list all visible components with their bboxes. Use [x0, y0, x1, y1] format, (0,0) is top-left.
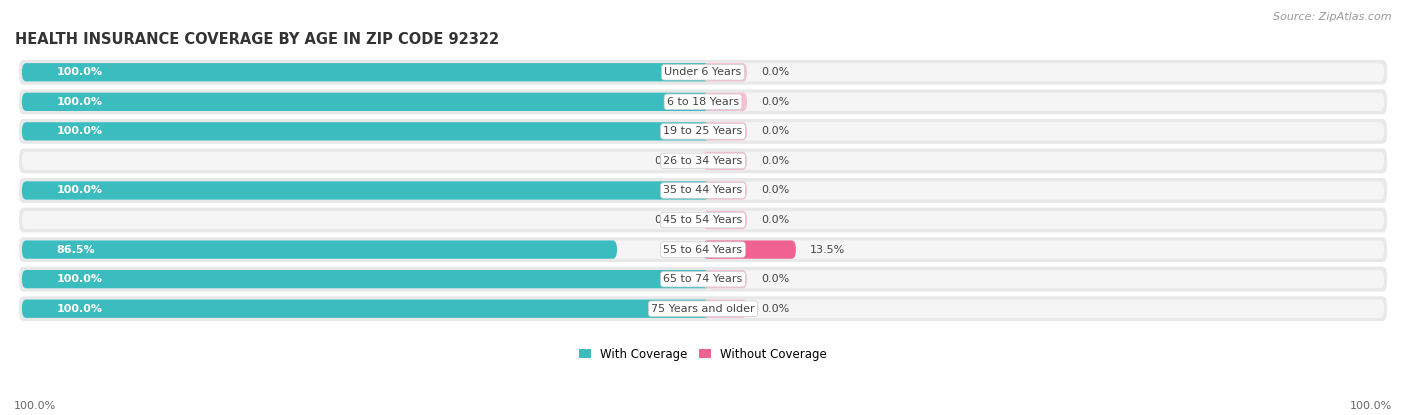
- Text: 19 to 25 Years: 19 to 25 Years: [664, 127, 742, 137]
- FancyBboxPatch shape: [703, 152, 747, 170]
- FancyBboxPatch shape: [20, 208, 1386, 232]
- FancyBboxPatch shape: [20, 119, 1386, 144]
- FancyBboxPatch shape: [22, 63, 710, 81]
- Text: 26 to 34 Years: 26 to 34 Years: [664, 156, 742, 166]
- FancyBboxPatch shape: [22, 181, 1384, 200]
- Legend: With Coverage, Without Coverage: With Coverage, Without Coverage: [574, 343, 832, 366]
- FancyBboxPatch shape: [22, 63, 1384, 81]
- FancyBboxPatch shape: [703, 211, 747, 229]
- FancyBboxPatch shape: [22, 122, 1384, 141]
- FancyBboxPatch shape: [20, 60, 1386, 85]
- FancyBboxPatch shape: [20, 237, 1386, 262]
- Text: 0.0%: 0.0%: [654, 156, 682, 166]
- Text: 45 to 54 Years: 45 to 54 Years: [664, 215, 742, 225]
- Text: 13.5%: 13.5%: [810, 244, 845, 254]
- FancyBboxPatch shape: [703, 300, 747, 318]
- FancyBboxPatch shape: [20, 89, 1386, 114]
- Text: Under 6 Years: Under 6 Years: [665, 67, 741, 77]
- Text: Source: ZipAtlas.com: Source: ZipAtlas.com: [1274, 12, 1392, 22]
- FancyBboxPatch shape: [703, 240, 796, 259]
- FancyBboxPatch shape: [20, 267, 1386, 292]
- Text: 0.0%: 0.0%: [761, 304, 789, 314]
- FancyBboxPatch shape: [20, 296, 1386, 321]
- FancyBboxPatch shape: [22, 122, 710, 141]
- Text: 65 to 74 Years: 65 to 74 Years: [664, 274, 742, 284]
- Text: 35 to 44 Years: 35 to 44 Years: [664, 186, 742, 195]
- Text: 100.0%: 100.0%: [56, 67, 103, 77]
- FancyBboxPatch shape: [703, 122, 747, 141]
- Text: 0.0%: 0.0%: [654, 215, 682, 225]
- Text: 100.0%: 100.0%: [56, 97, 103, 107]
- FancyBboxPatch shape: [22, 240, 1384, 259]
- FancyBboxPatch shape: [22, 300, 710, 318]
- Text: 0.0%: 0.0%: [761, 156, 789, 166]
- FancyBboxPatch shape: [22, 270, 710, 288]
- FancyBboxPatch shape: [22, 93, 1384, 111]
- FancyBboxPatch shape: [703, 93, 747, 111]
- Text: 100.0%: 100.0%: [56, 186, 103, 195]
- Text: 100.0%: 100.0%: [56, 304, 103, 314]
- FancyBboxPatch shape: [22, 152, 1384, 170]
- FancyBboxPatch shape: [20, 178, 1386, 203]
- Text: HEALTH INSURANCE COVERAGE BY AGE IN ZIP CODE 92322: HEALTH INSURANCE COVERAGE BY AGE IN ZIP …: [15, 32, 499, 46]
- Text: 55 to 64 Years: 55 to 64 Years: [664, 244, 742, 254]
- FancyBboxPatch shape: [22, 300, 1384, 318]
- FancyBboxPatch shape: [22, 240, 617, 259]
- Text: 0.0%: 0.0%: [761, 67, 789, 77]
- Text: 100.0%: 100.0%: [56, 127, 103, 137]
- Text: 100.0%: 100.0%: [14, 401, 56, 411]
- FancyBboxPatch shape: [20, 149, 1386, 173]
- Text: 75 Years and older: 75 Years and older: [651, 304, 755, 314]
- Text: 100.0%: 100.0%: [56, 274, 103, 284]
- Text: 100.0%: 100.0%: [1350, 401, 1392, 411]
- Text: 0.0%: 0.0%: [761, 186, 789, 195]
- Text: 0.0%: 0.0%: [761, 127, 789, 137]
- FancyBboxPatch shape: [22, 93, 710, 111]
- Text: 0.0%: 0.0%: [761, 215, 789, 225]
- Text: 0.0%: 0.0%: [761, 274, 789, 284]
- FancyBboxPatch shape: [22, 211, 1384, 229]
- FancyBboxPatch shape: [703, 63, 747, 81]
- FancyBboxPatch shape: [22, 270, 1384, 288]
- FancyBboxPatch shape: [22, 181, 710, 200]
- Text: 86.5%: 86.5%: [56, 244, 96, 254]
- Text: 6 to 18 Years: 6 to 18 Years: [666, 97, 740, 107]
- FancyBboxPatch shape: [703, 270, 747, 288]
- FancyBboxPatch shape: [703, 181, 747, 200]
- Text: 0.0%: 0.0%: [761, 97, 789, 107]
